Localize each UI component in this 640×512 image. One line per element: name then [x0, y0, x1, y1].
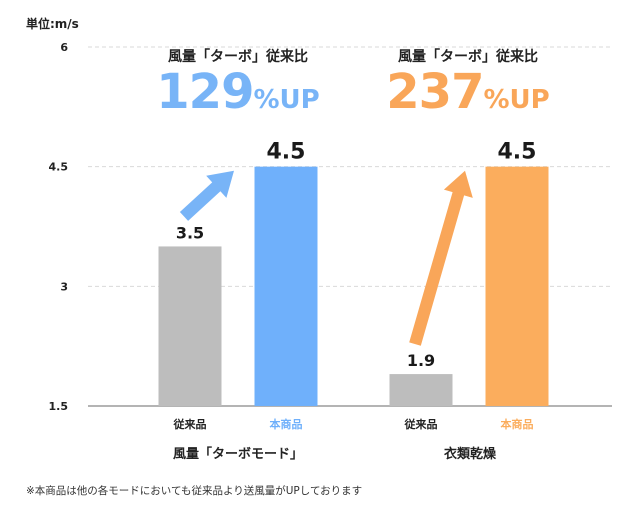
- headline-suffix-dry: %UP: [483, 85, 550, 115]
- headline-label-turbo: 風量「ターボ」従来比: [168, 49, 308, 65]
- headline-value-dry: 237%UP: [338, 64, 598, 120]
- x-tick-label: 本商品: [501, 417, 534, 431]
- bar-value-label: 3.5: [176, 223, 204, 242]
- headline-label-dry: 風量「ターボ」従来比: [398, 49, 538, 65]
- x-tick-label: 従来品: [404, 417, 438, 431]
- y-tick-label: 3: [60, 280, 68, 293]
- bar-new_turbo-0: [254, 166, 318, 406]
- headline-value-turbo: 129%UP: [108, 64, 368, 120]
- increase-arrow-icon: [409, 170, 473, 346]
- bar-value-label: 1.9: [407, 351, 435, 370]
- unit-label: 単位:m/s: [26, 17, 79, 31]
- group-label: 風量「ターボモード」: [173, 446, 303, 462]
- headline-suffix-turbo: %UP: [253, 85, 320, 115]
- x-tick-label: 従来品: [173, 417, 207, 431]
- group-label: 衣類乾燥: [444, 446, 497, 462]
- bar-old-1: [389, 374, 453, 406]
- headline-number-dry: 237: [386, 64, 484, 120]
- footnote: ※本商品は他の各モードにおいても従来品より送風量がUPしております: [26, 485, 363, 497]
- bar-old-0: [158, 246, 222, 406]
- bar-value-label: 4.5: [267, 140, 306, 165]
- bar-value-label: 4.5: [498, 140, 537, 165]
- y-tick-label: 1.5: [49, 400, 69, 413]
- y-tick-label: 6: [60, 41, 68, 54]
- increase-arrow-icon: [179, 170, 234, 221]
- x-tick-label: 本商品: [270, 417, 303, 431]
- bar-new_dry-1: [485, 166, 549, 406]
- y-tick-label: 4.5: [49, 161, 69, 174]
- headline-number-turbo: 129: [156, 64, 254, 120]
